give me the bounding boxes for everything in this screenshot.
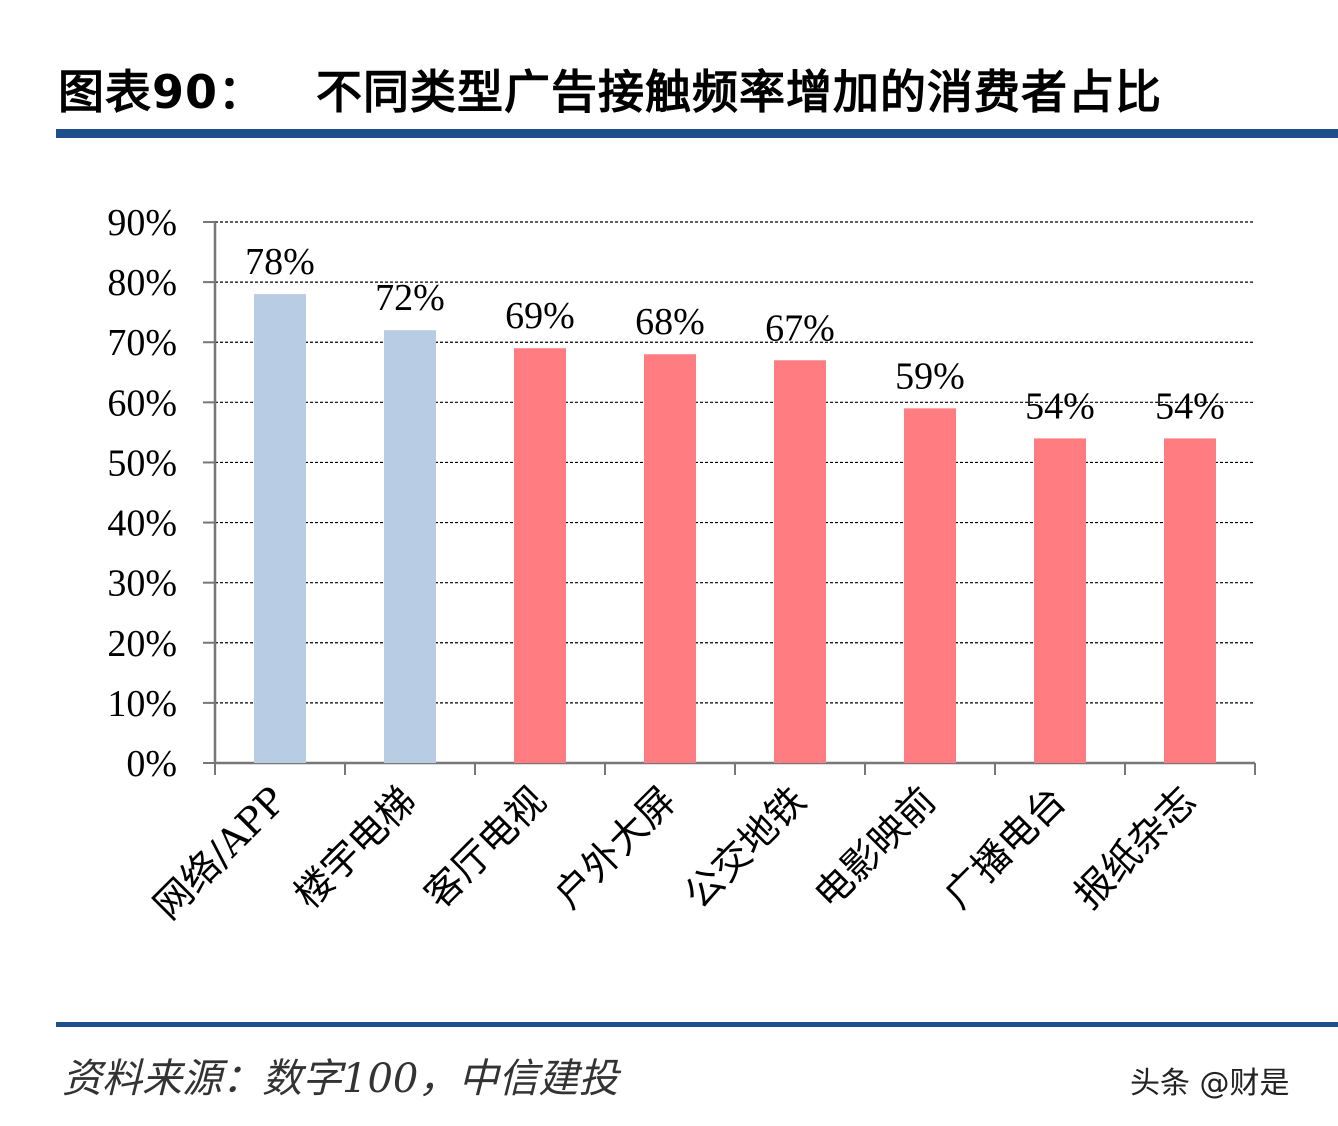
y-tick-label: 80% <box>107 262 177 304</box>
y-tick-label: 60% <box>107 382 177 424</box>
bar <box>254 294 306 763</box>
data-label: 78% <box>245 241 315 283</box>
category-label: 客厅电视 <box>416 778 555 917</box>
y-tick-label: 20% <box>107 623 177 665</box>
category-label: 楼宇电梯 <box>286 778 425 917</box>
y-tick-label: 70% <box>107 322 177 364</box>
y-tick-label: 40% <box>107 503 177 545</box>
data-label: 54% <box>1025 385 1095 427</box>
category-label: 广播电台 <box>936 778 1075 917</box>
category-label: 报纸杂志 <box>1066 778 1205 917</box>
y-tick-label: 30% <box>107 563 177 605</box>
footer-rule <box>56 1022 1338 1027</box>
bar <box>1034 438 1086 763</box>
data-label: 72% <box>375 277 445 319</box>
y-tick-label: 10% <box>107 683 177 725</box>
bar <box>384 330 436 763</box>
data-label: 69% <box>505 295 575 337</box>
data-label: 68% <box>635 301 705 343</box>
y-tick-label: 50% <box>107 442 177 484</box>
data-label: 67% <box>765 307 835 349</box>
bar <box>1164 438 1216 763</box>
category-label: 户外大屏 <box>546 778 685 917</box>
bar <box>774 360 826 763</box>
source-note: 资料来源：数字100，中信建投 <box>62 1056 619 1102</box>
bar <box>904 408 956 763</box>
bar <box>644 354 696 763</box>
watermark: 头条 @财是 <box>1130 1066 1290 1101</box>
y-tick-label: 90% <box>107 202 177 244</box>
category-label: 公交地铁 <box>676 778 815 917</box>
category-label: 电影映前 <box>806 778 945 917</box>
data-label: 59% <box>895 355 965 397</box>
data-label: 54% <box>1155 385 1225 427</box>
category-label: 网络/APP <box>145 778 294 927</box>
y-tick-label: 0% <box>126 743 177 785</box>
title-rule <box>56 129 1338 138</box>
chart-title: 图表90： 不同类型广告接触频率增加的消费者占比 <box>58 65 1163 119</box>
bar <box>514 348 566 763</box>
